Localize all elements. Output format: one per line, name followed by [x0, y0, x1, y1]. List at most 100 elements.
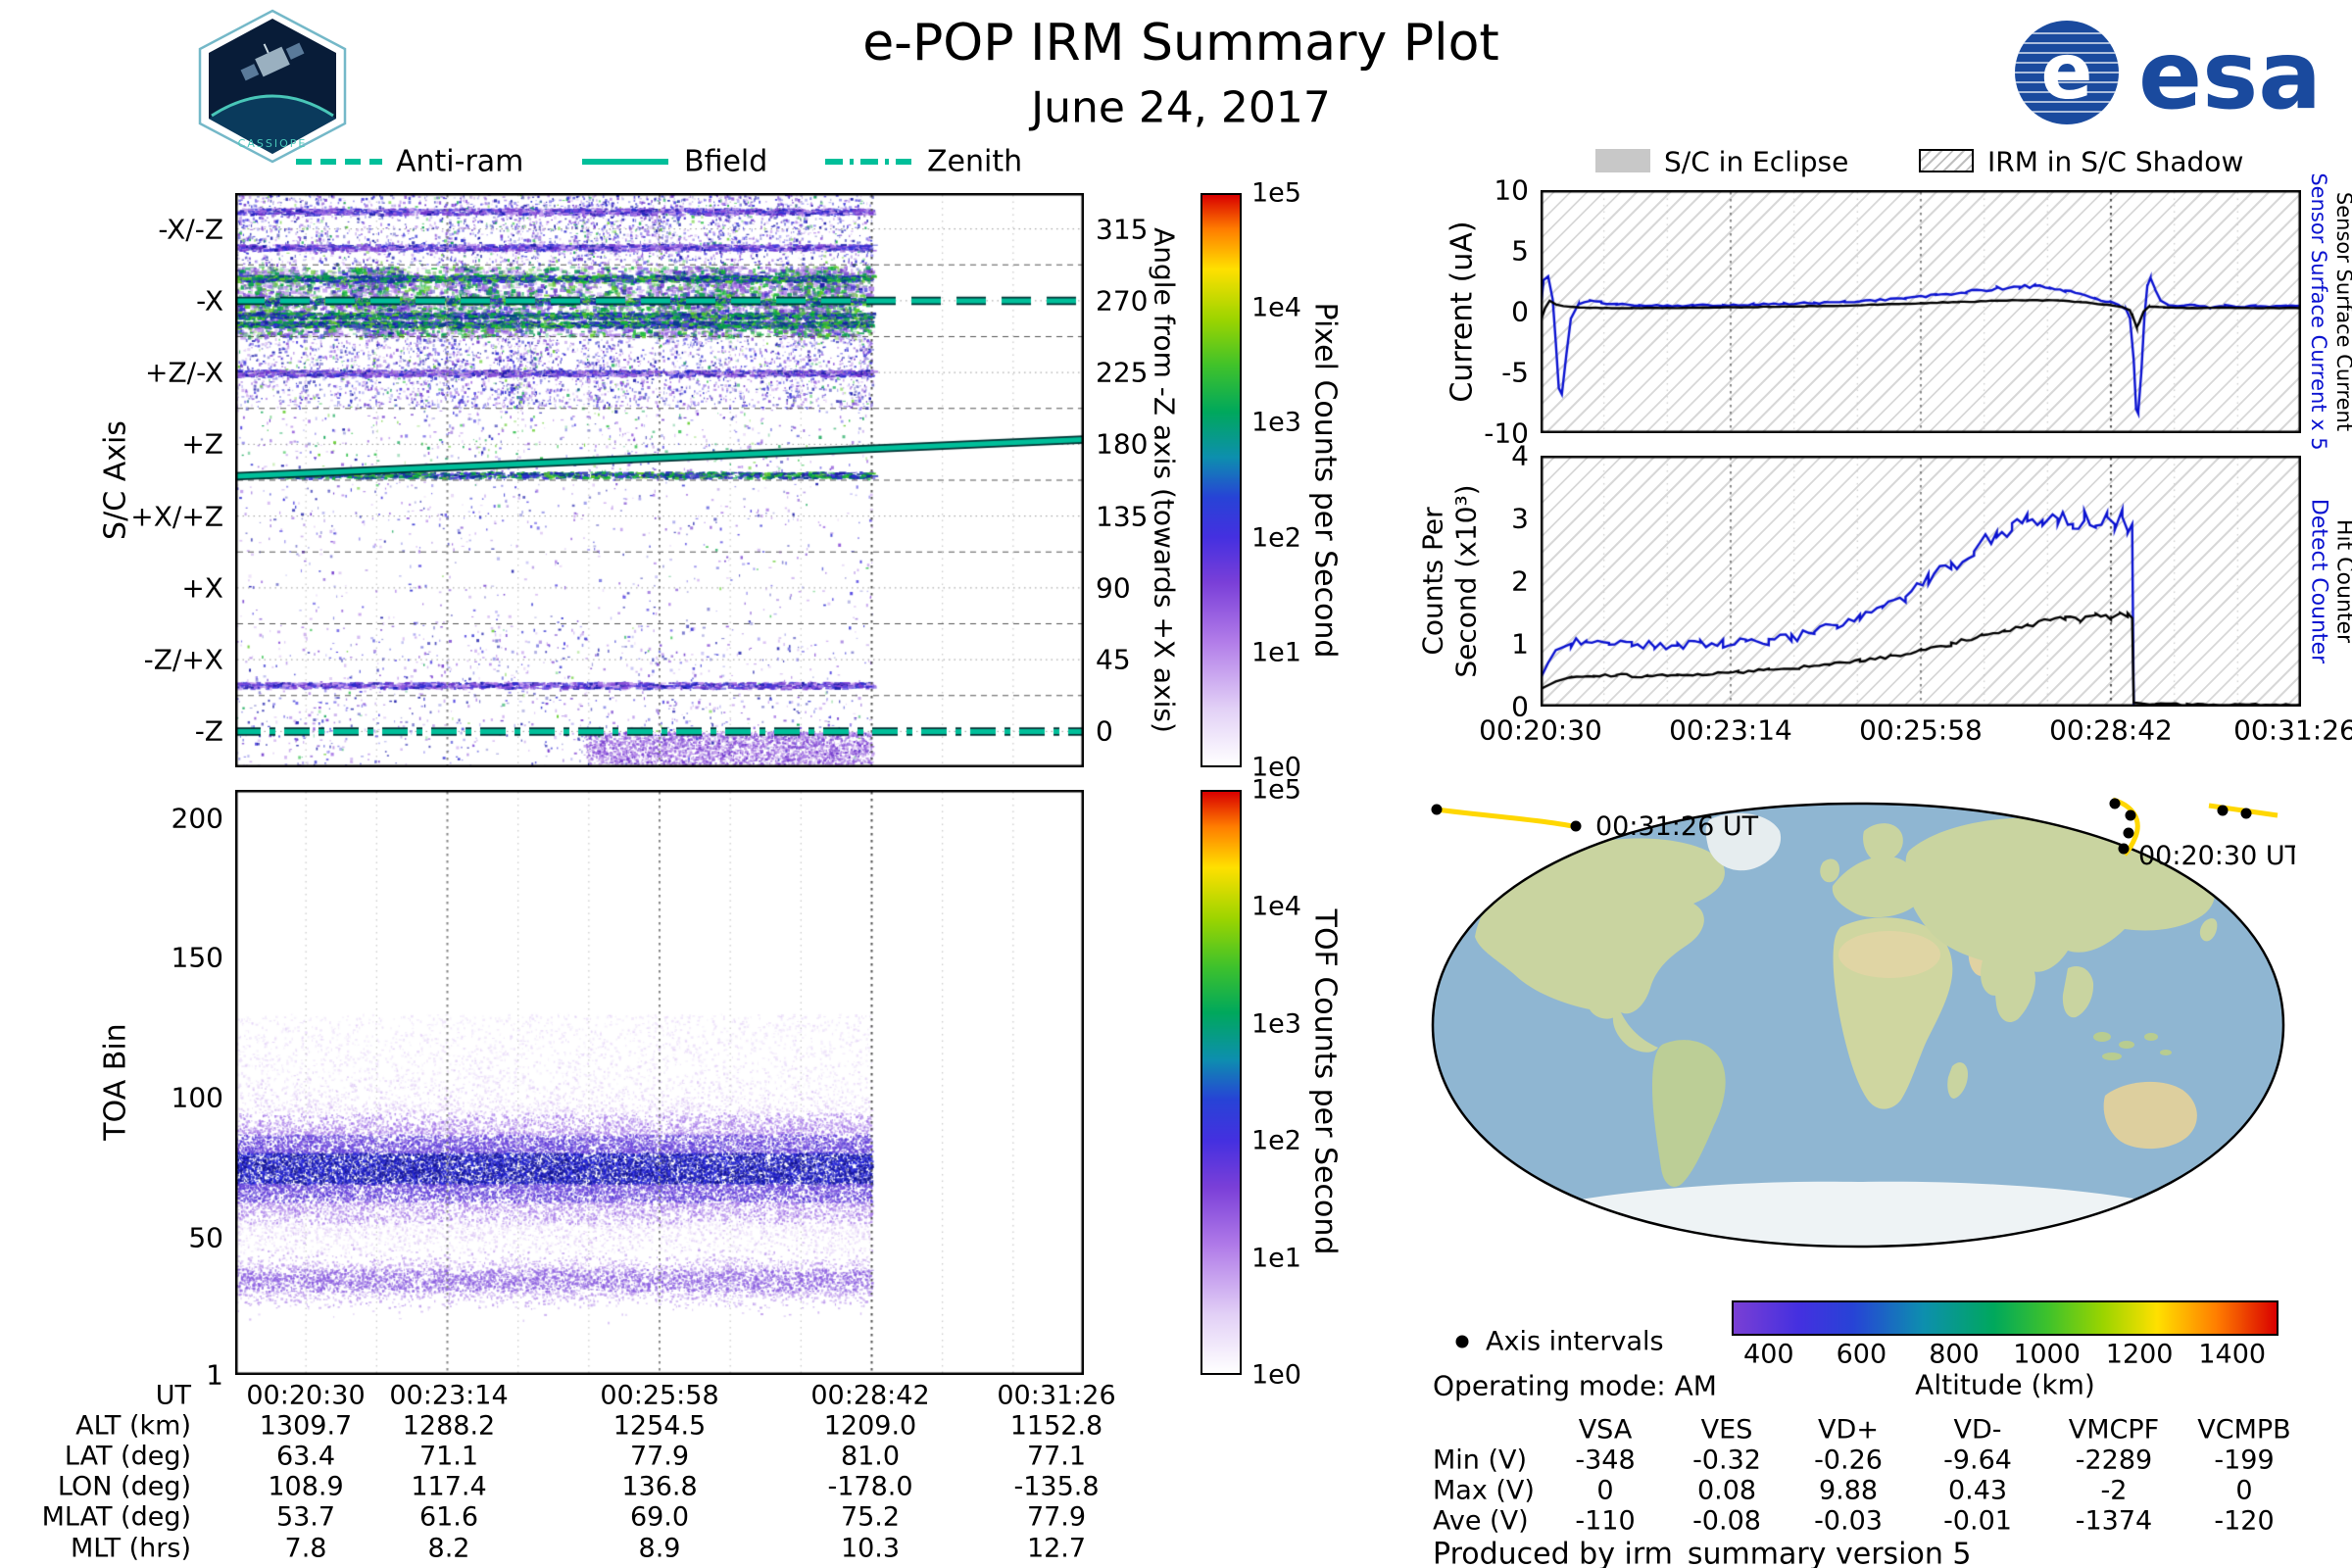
voltage-value: -120 [2214, 1505, 2275, 1537]
counts-tick-label: 3 [1511, 502, 1529, 535]
altitude-tick-label: 600 [1836, 1339, 1887, 1370]
tof-colorbar [1200, 790, 1242, 1375]
voltage-column-header: VMCPF [2068, 1414, 2160, 1446]
sc-axis-category-label: +Z [181, 427, 223, 461]
pixel-colorbar-tick-label: 1e2 [1251, 522, 1301, 554]
current-tick-label: 5 [1511, 234, 1529, 268]
voltage-value: -110 [1575, 1505, 1636, 1537]
altitude-tick-label: 1000 [2013, 1339, 2081, 1370]
ephemeris-value: 12.7 [1026, 1533, 1087, 1564]
toa-ylabel: TOA Bin [98, 1023, 133, 1141]
voltage-row-label: Min (V) [1433, 1445, 1528, 1476]
counts-tick-label: 1 [1511, 627, 1529, 661]
esa-logo-graphic: e esa [2015, 21, 2322, 130]
track-end-time-annotation: 00:31:26 UT [1595, 811, 1759, 842]
voltage-column-header: VD+ [1818, 1414, 1879, 1446]
current-tick-label: -10 [1484, 416, 1529, 450]
ephemeris-value: -135.8 [1013, 1471, 1100, 1502]
axis-intervals-label: Axis intervals [1486, 1326, 1664, 1357]
legend-label-bfield: Bfield [684, 144, 768, 179]
voltage-value: 0.08 [1696, 1475, 1757, 1506]
ephemeris-value: 61.6 [418, 1501, 479, 1533]
altitude-tick-label: 400 [1743, 1339, 1794, 1370]
track-start-time-annotation: 00:20:30 UT [2138, 841, 2295, 871]
counts-ylabel-line1: Counts Per [1416, 507, 1449, 656]
legend-label-shadow: IRM in S/C Shadow [1987, 145, 2244, 178]
ephemeris-row-label: MLT (hrs) [70, 1533, 191, 1564]
toa-tick-label: 150 [171, 941, 223, 974]
page-date: June 24, 2017 [1031, 82, 1331, 133]
ephemeris-value: 77.9 [1026, 1501, 1087, 1533]
ephemeris-row-label: ALT (km) [75, 1410, 191, 1442]
toa-tick-label: 50 [188, 1221, 223, 1254]
counts-tick-label: 4 [1511, 439, 1529, 472]
voltage-value: -0.01 [1943, 1505, 2012, 1537]
ephemeris-value: 1254.5 [612, 1410, 707, 1442]
voltage-value: 9.88 [1818, 1475, 1879, 1506]
ephemeris-value: 77.9 [629, 1441, 690, 1472]
eclipse-swatch [1595, 149, 1650, 172]
ephemeris-value: 10.3 [840, 1533, 901, 1564]
time-tick-label: 00:28:42 [2049, 713, 2173, 747]
voltage-value: 0 [1596, 1475, 1614, 1506]
voltage-column-header: VCMPB [2197, 1414, 2291, 1446]
counts-ylabel-line2: Second (x10³) [1449, 484, 1483, 678]
ephemeris-value: 8.9 [638, 1533, 681, 1564]
bfield-solid-line-sample [582, 159, 668, 165]
esa-logo-text: esa [2138, 21, 2322, 129]
operating-mode-label: Operating mode: AM [1433, 1369, 1717, 1402]
shadow-swatch [1919, 149, 1974, 172]
angle-tick-label: 135 [1096, 500, 1149, 533]
ephemeris-value: 53.7 [275, 1501, 336, 1533]
current-tick-label: 0 [1511, 295, 1529, 328]
angle-tick-label: 270 [1096, 284, 1149, 318]
pixel-colorbar-tick-label: 1e5 [1251, 177, 1301, 209]
ephemeris-row-label: LON (deg) [57, 1471, 191, 1502]
tof-colorbar-label: TOF Counts per Second [1307, 908, 1343, 1255]
toa-spectrogram-canvas [235, 790, 1084, 1375]
voltage-value: -1374 [2075, 1505, 2153, 1537]
pixel-colorbar [1200, 193, 1242, 767]
voltage-value: -9.64 [1943, 1445, 2012, 1476]
sc-axis-category-label: -X/-Z [158, 213, 223, 246]
page-title: e-POP IRM Summary Plot [862, 14, 1499, 73]
tof-colorbar-tick-label: 1e2 [1251, 1125, 1301, 1156]
altitude-tick-label: 1200 [2105, 1339, 2174, 1370]
ephemeris-value: 1152.8 [1009, 1410, 1103, 1442]
time-tick-label: 00:25:58 [1859, 713, 1983, 747]
ephemeris-value: 00:28:42 [810, 1380, 930, 1411]
ephemeris-value: -178.0 [827, 1471, 913, 1502]
tof-colorbar-tick-label: 1e0 [1251, 1359, 1301, 1391]
ephemeris-value: 1288.2 [402, 1410, 496, 1442]
hit-counter-label: Hit Counter [2331, 518, 2352, 644]
time-tick-label: 00:31:26 [2233, 713, 2352, 747]
counts-chart-canvas [1541, 456, 2301, 707]
toa-tick-label: 1 [206, 1358, 223, 1392]
sc-axis-category-label: +Z/-X [145, 356, 223, 389]
tof-colorbar-tick-label: 1e3 [1251, 1008, 1301, 1040]
altitude-tick-label: 800 [1929, 1339, 1980, 1370]
voltage-value: -0.03 [1814, 1505, 1883, 1537]
satellite-icon [240, 42, 305, 81]
sc-axis-ylabel: S/C Axis [98, 420, 133, 540]
altitude-colorbar [1732, 1300, 2278, 1336]
angle-axis-label: Angle from -Z axis (towards +X axis) [1148, 227, 1181, 733]
ephemeris-value: 00:23:14 [389, 1380, 509, 1411]
ephemeris-value: 8.2 [427, 1533, 470, 1564]
ephemeris-value: 7.8 [284, 1533, 327, 1564]
ephemeris-value: 136.8 [621, 1471, 698, 1502]
angle-tick-label: 45 [1096, 643, 1131, 676]
sc-axis-category-label: +X [181, 571, 223, 605]
voltage-value: -2289 [2075, 1445, 2153, 1476]
ephemeris-value: 117.4 [411, 1471, 487, 1502]
counts-tick-label: 2 [1511, 564, 1529, 598]
sensor-current-x5-label: Sensor Surface Current x 5 [2307, 172, 2330, 451]
svg-text:e: e [2041, 28, 2093, 117]
pixel-colorbar-tick-label: 1e0 [1251, 752, 1301, 783]
sc-axis-spectrogram-canvas [235, 193, 1084, 767]
footer-note: Produced by irm_summary version 5 [1433, 1537, 1972, 1568]
current-tick-label: -5 [1501, 356, 1529, 389]
legend-label-eclipse: S/C in Eclipse [1664, 145, 1849, 178]
ephemeris-value: 00:20:30 [246, 1380, 366, 1411]
voltage-column-header: VD- [1953, 1414, 2002, 1446]
